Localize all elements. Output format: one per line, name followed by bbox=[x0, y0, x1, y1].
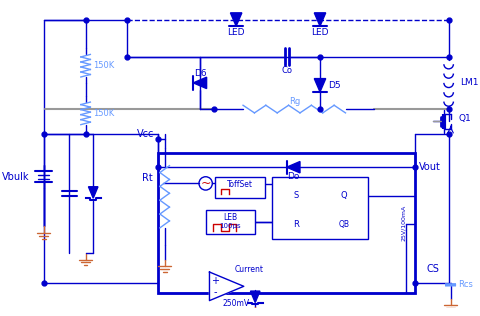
Text: D5: D5 bbox=[327, 81, 339, 90]
Text: Vcc: Vcc bbox=[136, 129, 154, 139]
Polygon shape bbox=[193, 77, 206, 88]
Text: Q1: Q1 bbox=[457, 114, 470, 123]
Text: Rt: Rt bbox=[142, 173, 153, 183]
Text: 150K: 150K bbox=[93, 109, 114, 118]
Text: QB: QB bbox=[337, 220, 348, 229]
Text: 25V/100mA: 25V/100mA bbox=[400, 204, 406, 240]
Text: ToffSet: ToffSet bbox=[227, 180, 252, 189]
Text: Rcs: Rcs bbox=[457, 280, 472, 289]
Polygon shape bbox=[286, 161, 300, 173]
Text: -: - bbox=[213, 287, 216, 297]
Polygon shape bbox=[209, 272, 243, 301]
Text: Vout: Vout bbox=[418, 162, 440, 172]
Text: S: S bbox=[293, 191, 298, 200]
Text: Rg: Rg bbox=[288, 97, 299, 106]
FancyBboxPatch shape bbox=[158, 153, 414, 293]
Polygon shape bbox=[230, 13, 241, 26]
Text: Co: Co bbox=[281, 65, 291, 75]
Text: +: + bbox=[211, 276, 219, 286]
Text: LED: LED bbox=[311, 28, 328, 37]
Text: Vbulk: Vbulk bbox=[2, 172, 29, 182]
Polygon shape bbox=[250, 291, 259, 302]
Polygon shape bbox=[313, 79, 325, 92]
Text: R: R bbox=[293, 220, 299, 229]
Text: 250mV: 250mV bbox=[222, 299, 249, 308]
Polygon shape bbox=[313, 13, 325, 26]
Text: Current: Current bbox=[234, 265, 263, 274]
Text: LM1: LM1 bbox=[459, 78, 478, 87]
Text: 150K: 150K bbox=[93, 61, 114, 70]
Text: ~: ~ bbox=[200, 177, 210, 190]
Text: Do: Do bbox=[287, 172, 299, 181]
Text: LEB: LEB bbox=[223, 213, 237, 222]
Polygon shape bbox=[88, 187, 98, 198]
Text: CS: CS bbox=[426, 264, 439, 274]
Text: 100μs: 100μs bbox=[219, 223, 241, 229]
Text: Q: Q bbox=[340, 191, 347, 200]
FancyBboxPatch shape bbox=[272, 177, 367, 239]
Text: D6: D6 bbox=[193, 69, 206, 78]
Text: LED: LED bbox=[227, 28, 244, 37]
FancyBboxPatch shape bbox=[215, 177, 264, 198]
FancyBboxPatch shape bbox=[205, 210, 255, 234]
